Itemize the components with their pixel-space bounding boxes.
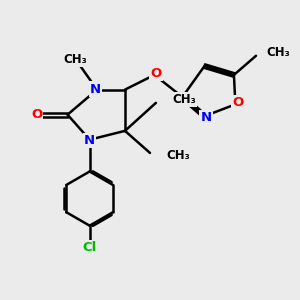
Text: CH₃: CH₃ bbox=[172, 93, 196, 106]
Text: CH₃: CH₃ bbox=[266, 46, 290, 59]
Text: Cl: Cl bbox=[82, 241, 97, 254]
Text: O: O bbox=[150, 67, 161, 80]
Text: N: N bbox=[200, 111, 211, 124]
Text: N: N bbox=[90, 82, 101, 95]
Text: O: O bbox=[232, 96, 243, 110]
Text: CH₃: CH₃ bbox=[166, 149, 190, 162]
Text: N: N bbox=[84, 134, 95, 147]
Text: O: O bbox=[31, 108, 42, 121]
Text: CH₃: CH₃ bbox=[63, 53, 87, 66]
